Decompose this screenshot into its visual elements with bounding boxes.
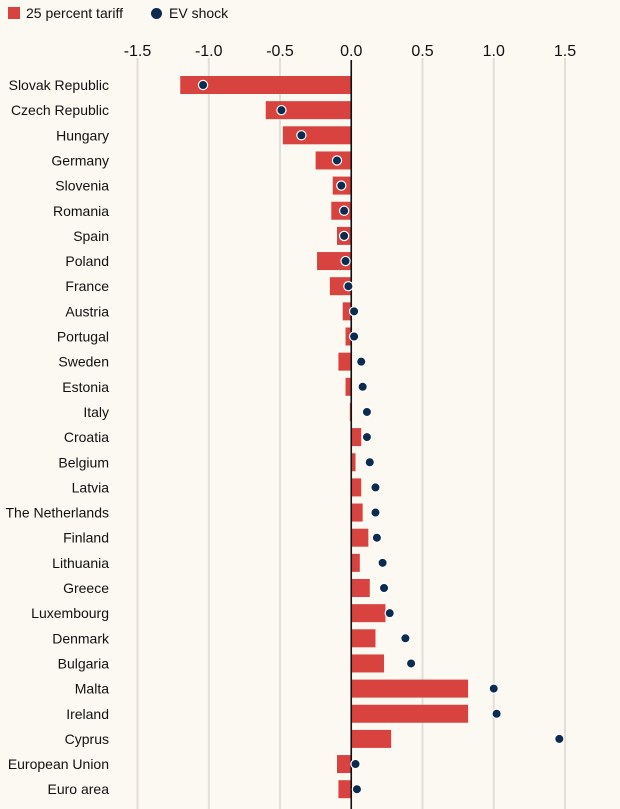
bar-tariff — [345, 327, 352, 346]
legend-label-tariff: 25 percent tariff — [26, 5, 124, 21]
legend-item-ev-shock: EV shock — [151, 5, 228, 21]
x-tick-label: -1.0 — [195, 43, 223, 60]
category-label: Lithuania — [52, 555, 109, 571]
bar-tariff — [317, 252, 352, 271]
dot-ev-shock — [378, 582, 390, 594]
dot-ev-shock — [343, 281, 354, 292]
dot-ev-shock — [370, 482, 381, 493]
bar-tariff — [265, 101, 352, 120]
x-tick-label: -0.5 — [266, 43, 294, 60]
bar-tariff — [351, 679, 469, 698]
category-label: Malta — [75, 681, 109, 697]
dot-ev-shock — [296, 130, 307, 141]
dot-ev-shock — [350, 758, 361, 770]
category-label: Latvia — [72, 479, 110, 495]
dot-ev-shock — [336, 180, 347, 191]
bar-tariff — [342, 302, 352, 321]
bar-tariff — [351, 704, 469, 723]
dot-ev-shock — [554, 733, 565, 745]
category-label: Romania — [53, 203, 109, 219]
bar-tariff — [351, 553, 360, 572]
dot-ev-shock — [400, 633, 411, 644]
x-tick-label: 1.0 — [483, 43, 505, 60]
category-label: France — [65, 278, 109, 294]
category-label: Estonia — [62, 379, 109, 395]
dot-ev-shock — [364, 457, 375, 468]
bar-tariff — [180, 76, 352, 94]
bar-tariff — [337, 755, 352, 774]
dot-ev-shock — [488, 683, 499, 694]
dot-ev-shock — [276, 104, 287, 116]
dot-ev-shock — [356, 356, 367, 367]
x-tick-label: 0.5 — [411, 43, 433, 60]
dot-ev-shock — [340, 255, 351, 267]
dot-ev-shock — [371, 532, 383, 543]
category-label: Czech Republic — [11, 102, 109, 118]
category-label: Euro area — [48, 781, 110, 797]
dot-ev-shock — [351, 784, 363, 795]
bar-tariff — [282, 126, 352, 145]
category-label: Bulgaria — [58, 655, 110, 671]
bar-tariff — [351, 629, 376, 648]
legend-swatch-ev-shock — [151, 7, 163, 19]
bar-tariff — [351, 579, 370, 597]
bar-tariff — [351, 528, 369, 547]
bar-tariff — [351, 654, 385, 673]
dot-ev-shock — [348, 331, 360, 342]
dot-ev-shock — [377, 557, 388, 569]
category-label: Portugal — [57, 329, 109, 345]
category-label: Greece — [63, 580, 109, 596]
bar-tariff — [351, 503, 363, 522]
category-label: Hungary — [56, 127, 109, 143]
category-label: Luxembourg — [31, 605, 109, 621]
dot-ev-shock — [338, 205, 350, 216]
category-label: Croatia — [64, 429, 109, 445]
bar-tariff — [351, 604, 386, 623]
category-label: Slovak Republic — [9, 77, 109, 93]
category-label: The Netherlands — [5, 505, 109, 521]
dot-ev-shock — [405, 658, 417, 669]
bar-tariff — [351, 729, 392, 748]
dot-ev-shock — [338, 230, 350, 242]
bar-tariff — [351, 478, 362, 497]
dot-ev-shock — [357, 381, 368, 392]
bar-tariff — [338, 780, 352, 799]
bar-tariff — [351, 453, 356, 472]
dot-ev-shock — [370, 507, 381, 518]
category-label: European Union — [8, 756, 109, 772]
category-label: Germany — [51, 152, 109, 168]
dot-ev-shock — [361, 431, 373, 443]
category-label: Sweden — [58, 354, 109, 370]
x-tick-label: -1.5 — [124, 43, 152, 60]
legend-label-ev-shock: EV shock — [169, 5, 229, 21]
chart-legend: 25 percent tariff EV shock — [8, 4, 256, 22]
dot-ev-shock — [197, 79, 209, 91]
category-label: Slovenia — [55, 178, 109, 194]
category-label: Poland — [65, 253, 109, 269]
category-label: Denmark — [52, 630, 110, 646]
dot-ev-shock — [384, 607, 395, 619]
dot-ev-shock — [361, 406, 373, 418]
category-label: Cyprus — [65, 731, 109, 747]
dot-ev-shock — [331, 155, 343, 166]
category-label: Belgium — [58, 454, 109, 470]
category-label: Finland — [63, 530, 109, 546]
category-label: Ireland — [66, 706, 109, 722]
x-tick-label: 1.5 — [554, 43, 576, 60]
bar-tariff — [351, 428, 362, 447]
legend-swatch-tariff — [8, 7, 20, 19]
dot-ev-shock — [491, 708, 502, 719]
category-label: Italy — [83, 404, 109, 420]
x-tick-label: 0.0 — [340, 43, 362, 60]
category-label: Spain — [73, 228, 109, 244]
category-label: Austria — [65, 303, 109, 319]
bar-tariff — [338, 352, 352, 371]
dot-ev-shock — [348, 306, 360, 317]
legend-item-tariff: 25 percent tariff — [8, 5, 123, 21]
bar-tariff — [345, 377, 352, 396]
